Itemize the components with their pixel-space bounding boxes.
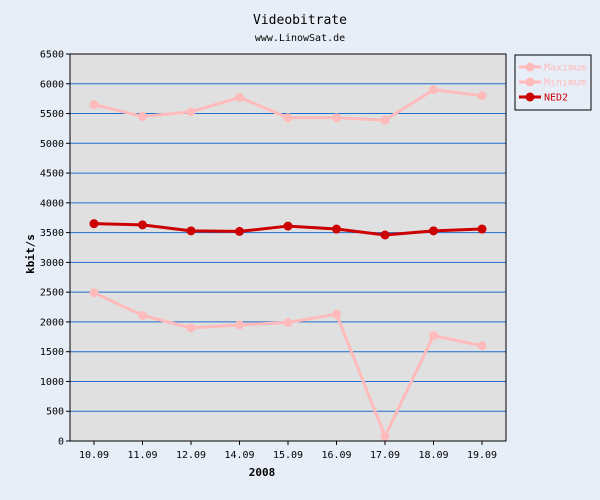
legend-label: Maximum <box>544 63 586 74</box>
data-point-ned2 <box>332 224 341 234</box>
data-point-maximum <box>89 100 99 110</box>
data-point-ned2 <box>380 230 390 240</box>
x-tick-label: 19.09 <box>467 450 497 461</box>
legend-label: Minimum <box>544 78 586 89</box>
plot-border <box>69 53 507 442</box>
data-point-minimum <box>332 309 341 319</box>
data-point-minimum <box>429 331 438 341</box>
x-axis-title: 2008 <box>249 466 276 479</box>
x-tick-label: 14.09 <box>224 450 254 461</box>
data-point-minimum <box>477 341 487 351</box>
y-tick-label: 3000 <box>40 258 64 269</box>
data-point-maximum <box>477 91 487 101</box>
plot-area <box>70 54 506 441</box>
data-point-minimum <box>186 323 196 333</box>
data-point-ned2 <box>283 221 293 231</box>
y-tick-label: 4000 <box>40 198 64 209</box>
data-point-ned2 <box>429 226 438 236</box>
x-tick-label: 10.09 <box>79 450 109 461</box>
data-point-ned2 <box>235 226 244 236</box>
x-axis: 10.09 11.09 12.09 14.09 15.09 16.09 17.09 18.09… <box>79 441 497 461</box>
x-tick-label: 16.09 <box>321 450 351 461</box>
y-tick-label: 2500 <box>40 288 64 299</box>
chart-subtitle: www.LinowSat.de <box>255 33 345 44</box>
data-point-maximum <box>332 113 341 123</box>
chart-title: Videobitrate <box>253 13 347 28</box>
data-point-maximum <box>235 92 244 102</box>
x-tick-label: 15.09 <box>273 450 303 461</box>
data-point-maximum <box>283 113 293 123</box>
data-point-maximum <box>429 85 438 95</box>
data-point-maximum <box>138 112 147 122</box>
data-point-minimum <box>283 318 293 328</box>
data-point-ned2 <box>186 226 196 236</box>
data-point-ned2 <box>477 224 487 234</box>
series-group <box>89 85 487 441</box>
data-point-ned2 <box>138 220 147 230</box>
x-tick-label: 17.09 <box>370 450 400 461</box>
data-point-ned2 <box>89 219 99 229</box>
y-axis-title: kbit/s <box>24 234 37 274</box>
legend-label: NED2 <box>544 93 568 104</box>
legend-swatch-marker <box>525 77 535 87</box>
legend-swatch-marker <box>525 62 535 72</box>
legend-swatch-marker <box>525 92 535 102</box>
data-point-maximum <box>186 107 196 117</box>
y-tick-label: 3500 <box>40 228 64 239</box>
y-tick-label: 4500 <box>40 169 64 180</box>
legend: Maximum Minimum NED2 <box>514 54 592 111</box>
y-tick-label: 5500 <box>40 109 64 120</box>
x-tick-label: 12.09 <box>176 450 206 461</box>
y-tick-label: 1500 <box>40 347 64 358</box>
x-tick-label: 11.09 <box>127 450 157 461</box>
y-tick-label: 6000 <box>40 79 64 90</box>
data-point-minimum <box>138 310 147 320</box>
y-tick-label: 2000 <box>40 317 64 328</box>
y-tick-label: 5000 <box>40 139 64 150</box>
data-point-minimum <box>89 288 99 298</box>
y-axis: 0 500 1000 1500 2000 2500 3000 3500 4000 4500 5000… <box>40 50 70 448</box>
y-tick-label: 1000 <box>40 377 64 388</box>
y-tick-label: 6500 <box>40 50 64 61</box>
x-tick-label: 18.09 <box>418 450 448 461</box>
y-tick-label: 0 <box>58 437 64 448</box>
data-point-minimum <box>380 431 390 441</box>
data-point-maximum <box>380 115 390 125</box>
data-point-minimum <box>235 320 244 330</box>
y-tick-label: 500 <box>46 407 64 418</box>
